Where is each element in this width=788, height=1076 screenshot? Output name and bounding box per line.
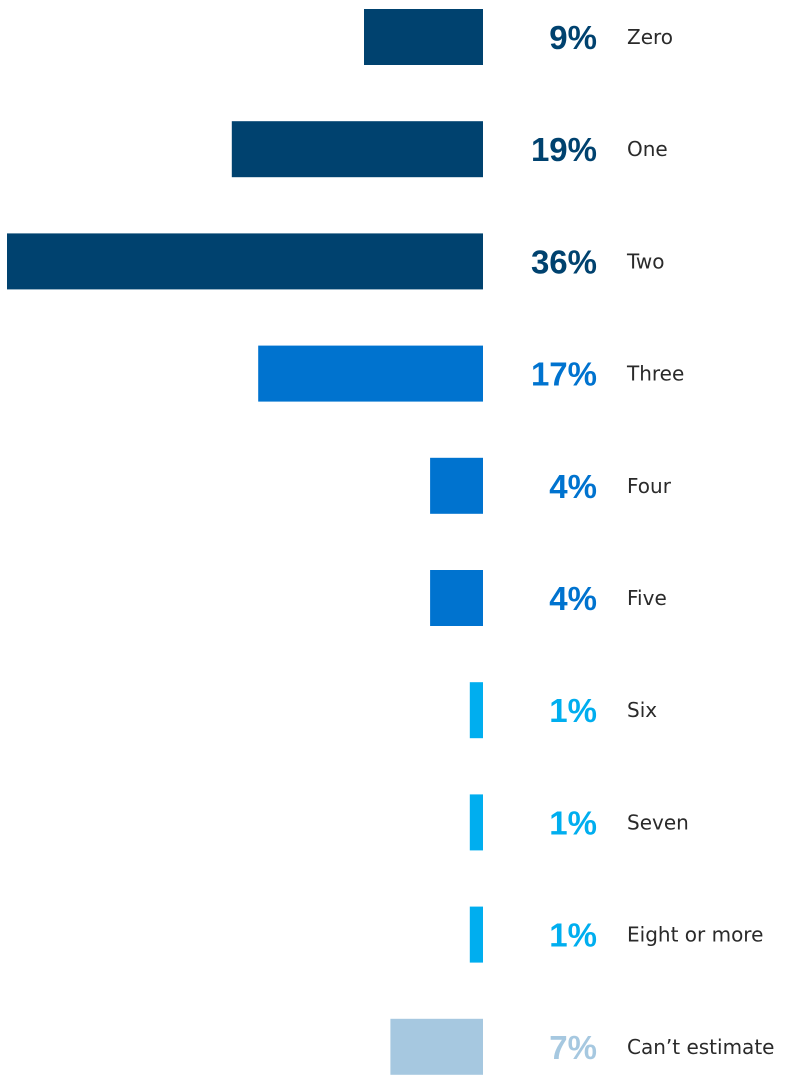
value-label-6: 1% — [549, 692, 597, 729]
bar-4 — [430, 457, 483, 514]
category-label-8: Eight or more — [627, 923, 763, 947]
value-label-2: 36% — [531, 243, 597, 280]
category-label-4: Four — [627, 474, 672, 498]
value-label-8: 1% — [549, 917, 597, 954]
bar-2 — [7, 233, 483, 290]
value-label-7: 1% — [549, 804, 597, 841]
bar-7 — [469, 794, 483, 851]
category-label-5: Five — [627, 586, 667, 610]
category-label-2: Two — [626, 249, 665, 273]
category-label-0: Zero — [627, 25, 673, 49]
value-label-4: 4% — [549, 468, 597, 505]
value-label-5: 4% — [549, 580, 597, 617]
category-label-6: Six — [627, 698, 657, 722]
value-label-9: 7% — [549, 1029, 597, 1066]
category-label-7: Seven — [627, 810, 689, 834]
bar-5 — [430, 570, 483, 626]
bar-0 — [364, 9, 483, 65]
value-label-3: 17% — [531, 356, 597, 393]
category-label-1: One — [627, 137, 668, 161]
bar-1 — [231, 121, 483, 178]
bar-8 — [469, 906, 483, 963]
category-label-9: Can’t estimate — [627, 1035, 774, 1059]
bar-6 — [469, 682, 483, 739]
bar-9 — [390, 1018, 483, 1075]
bar-3 — [258, 345, 483, 402]
category-label-3: Three — [626, 362, 684, 386]
value-label-1: 19% — [531, 131, 597, 168]
value-label-0: 9% — [549, 19, 597, 56]
